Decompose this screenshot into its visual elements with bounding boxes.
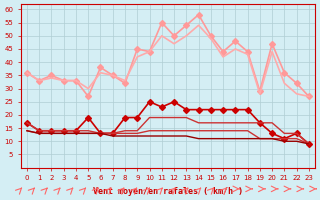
X-axis label: Vent moyen/en rafales ( km/h ): Vent moyen/en rafales ( km/h ): [93, 187, 243, 196]
